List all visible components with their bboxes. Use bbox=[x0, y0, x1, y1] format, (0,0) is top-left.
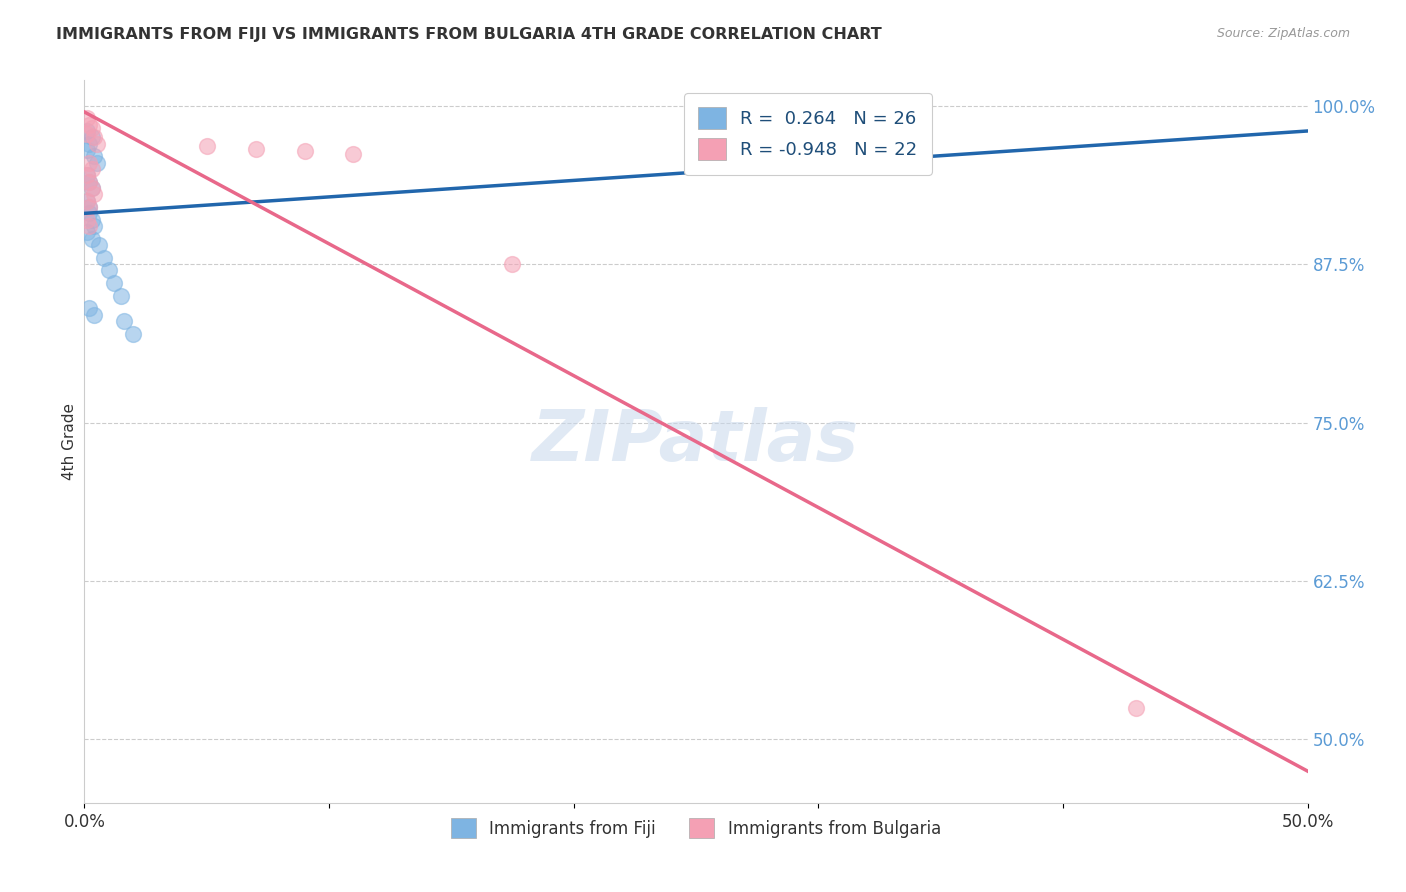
Point bbox=[80, 232, 103, 246]
Point bbox=[76, 112, 98, 126]
Point bbox=[77, 175, 100, 189]
Point bbox=[86, 155, 108, 169]
Point bbox=[80, 181, 103, 195]
Point bbox=[87, 238, 110, 252]
Point bbox=[77, 301, 100, 316]
Point bbox=[502, 257, 524, 271]
Point bbox=[112, 314, 135, 328]
Point bbox=[77, 200, 100, 214]
Point bbox=[294, 145, 316, 159]
Point bbox=[1125, 700, 1147, 714]
Point bbox=[245, 142, 267, 156]
Point bbox=[93, 251, 115, 265]
Point bbox=[77, 200, 100, 214]
Legend: Immigrants from Fiji, Immigrants from Bulgaria: Immigrants from Fiji, Immigrants from Bu… bbox=[444, 812, 948, 845]
Text: ZIPatlas: ZIPatlas bbox=[533, 407, 859, 476]
Point bbox=[83, 130, 105, 145]
Point bbox=[76, 194, 98, 208]
Point bbox=[80, 130, 103, 145]
Y-axis label: 4th Grade: 4th Grade bbox=[62, 403, 77, 480]
Point bbox=[83, 187, 105, 202]
Point bbox=[76, 194, 98, 208]
Text: Source: ZipAtlas.com: Source: ZipAtlas.com bbox=[1216, 27, 1350, 40]
Point bbox=[76, 169, 98, 183]
Point bbox=[76, 212, 98, 227]
Point bbox=[77, 155, 100, 169]
Point bbox=[76, 124, 98, 138]
Point bbox=[103, 276, 125, 290]
Point bbox=[77, 219, 100, 233]
Point bbox=[76, 169, 98, 183]
Point bbox=[76, 226, 98, 240]
Point bbox=[83, 219, 105, 233]
Point bbox=[122, 326, 145, 341]
Point bbox=[80, 121, 103, 136]
Point bbox=[83, 149, 105, 163]
Text: IMMIGRANTS FROM FIJI VS IMMIGRANTS FROM BULGARIA 4TH GRADE CORRELATION CHART: IMMIGRANTS FROM FIJI VS IMMIGRANTS FROM … bbox=[56, 27, 882, 42]
Point bbox=[76, 143, 98, 157]
Point bbox=[880, 112, 903, 126]
Point bbox=[86, 136, 108, 151]
Point bbox=[97, 263, 120, 277]
Point bbox=[195, 139, 218, 153]
Point bbox=[80, 212, 103, 227]
Point bbox=[77, 118, 100, 132]
Point bbox=[80, 181, 103, 195]
Point bbox=[83, 308, 105, 322]
Point bbox=[77, 136, 100, 151]
Point bbox=[110, 289, 132, 303]
Point bbox=[80, 161, 103, 176]
Point bbox=[77, 175, 100, 189]
Point bbox=[342, 146, 364, 161]
Point bbox=[76, 127, 98, 141]
Point bbox=[77, 206, 100, 220]
